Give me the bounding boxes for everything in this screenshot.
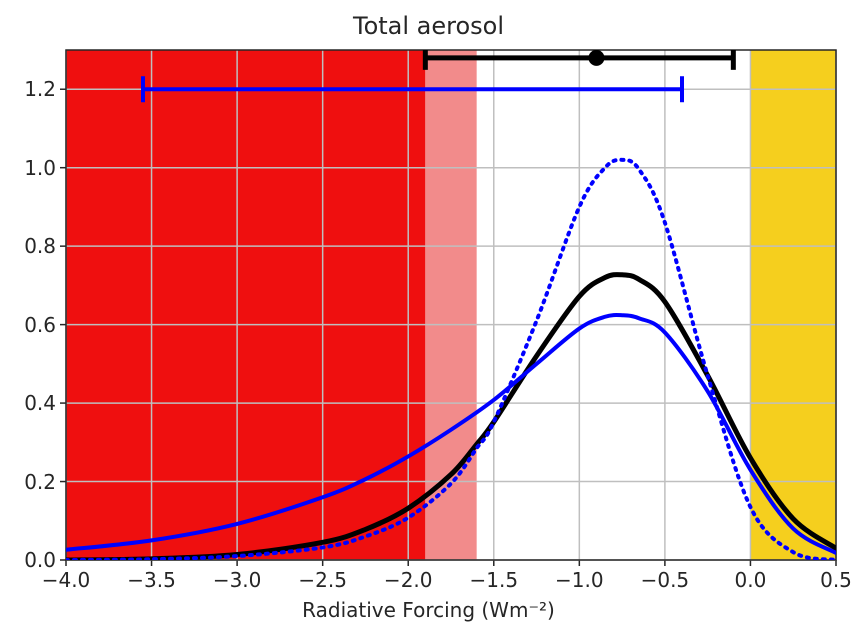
- plot-svg: [0, 0, 857, 642]
- x-tick-label: −3.0: [213, 568, 262, 592]
- x-tick-label: −3.5: [127, 568, 176, 592]
- y-tick-label: 0.8: [0, 234, 56, 258]
- x-axis-label: Radiative Forcing (Wm⁻²): [0, 598, 857, 622]
- x-tick-label: −1.5: [469, 568, 518, 592]
- x-tick-label: 0.0: [735, 568, 767, 592]
- red-region: [66, 50, 425, 560]
- x-tick-label: −2.0: [384, 568, 433, 592]
- x-tick-label: −1.0: [555, 568, 604, 592]
- black-errorbar-point: [588, 50, 604, 66]
- x-tick-label: −0.5: [641, 568, 690, 592]
- x-tick-label: 0.5: [820, 568, 852, 592]
- y-tick-label: 0.6: [0, 313, 56, 337]
- y-tick-label: 1.0: [0, 156, 56, 180]
- y-tick-label: 1.2: [0, 77, 56, 101]
- yellow-region: [750, 50, 836, 560]
- y-tick-label: 0.4: [0, 391, 56, 415]
- chart-container: Total aerosol Radiative Forcing (Wm⁻²) −…: [0, 0, 857, 642]
- y-tick-label: 0.0: [0, 548, 56, 572]
- x-tick-label: −2.5: [298, 568, 347, 592]
- y-tick-label: 0.2: [0, 470, 56, 494]
